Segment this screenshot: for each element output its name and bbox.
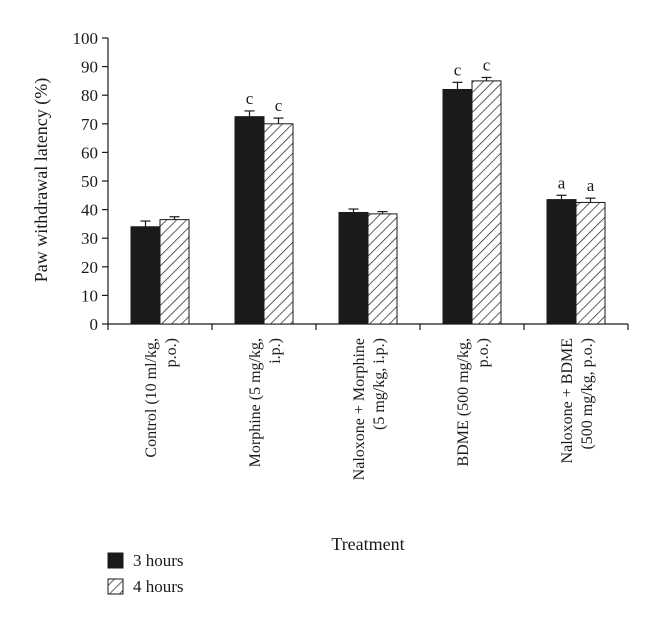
bar-3h xyxy=(234,116,265,325)
category-label-line: p.o.) xyxy=(475,338,492,367)
bar-4h xyxy=(367,213,398,325)
category-labels: Control (10 ml/kg, p.o.) Morphine (5 mg/kg… xyxy=(143,338,596,480)
legend-swatch xyxy=(107,578,124,595)
category-label-line: BDME (500 mg/kg, xyxy=(455,338,472,466)
significance-label: c xyxy=(246,89,254,108)
y-tick-label: 80 xyxy=(81,86,98,105)
bar-4h xyxy=(471,80,502,325)
axes: 0 10 20 30 40 50 60 70 80 90 100 xyxy=(73,29,629,334)
category-label-line: (500 mg/kg, p.o.) xyxy=(579,338,596,450)
legend: 3 hours 4 hours xyxy=(107,551,184,596)
y-tick-label: 50 xyxy=(81,172,98,191)
bar-4h xyxy=(575,201,606,325)
category-label: Morphine (5 mg/kg, i.p.) xyxy=(247,338,284,467)
significance-label: c xyxy=(454,60,462,79)
significance-label: c xyxy=(483,55,491,74)
bar-4h xyxy=(159,219,190,325)
category-label: BDME (500 mg/kg, p.o.) xyxy=(455,338,492,466)
category-label: Naloxone + Morphine (5 mg/kg, i.p.) xyxy=(351,338,388,480)
significance-label: a xyxy=(558,173,566,192)
y-tick-label: 0 xyxy=(90,315,99,334)
y-tick-label: 30 xyxy=(81,229,98,248)
category-label-line: i.p.) xyxy=(267,338,284,364)
category-label: Naloxone + BDME (500 mg/kg, p.o.) xyxy=(559,338,596,463)
category-label-line: (5 mg/kg, i.p.) xyxy=(371,338,388,430)
y-tick-label: 70 xyxy=(81,115,98,134)
bar-3h xyxy=(130,226,161,325)
bars: c c c c a a xyxy=(130,55,606,325)
significance-label: c xyxy=(275,96,283,115)
y-tick-label: 40 xyxy=(81,201,98,220)
category-label-line: Morphine (5 mg/kg, xyxy=(247,338,264,467)
x-axis-title: Treatment xyxy=(331,534,404,554)
category-label-line: Naloxone + Morphine xyxy=(351,338,368,480)
bar-3h xyxy=(338,211,369,325)
legend-label: 3 hours xyxy=(133,551,184,570)
y-tick-label: 20 xyxy=(81,258,98,277)
category-label-line: p.o.) xyxy=(163,338,180,367)
y-tick-label: 10 xyxy=(81,286,98,305)
legend-label: 4 hours xyxy=(133,577,184,596)
y-tick-label: 60 xyxy=(81,143,98,162)
bar-4h xyxy=(263,123,294,325)
y-axis-title: Paw withdrawal latency (%) xyxy=(31,78,52,282)
bar-3h xyxy=(546,199,577,325)
bar-3h xyxy=(442,88,473,325)
y-tick-label: 100 xyxy=(73,29,99,48)
significance-label: a xyxy=(587,176,595,195)
legend-swatch xyxy=(107,552,124,569)
category-label: Control (10 ml/kg, p.o.) xyxy=(143,338,180,458)
category-label-line: Naloxone + BDME xyxy=(559,338,576,463)
category-label-line: Control (10 ml/kg, xyxy=(143,338,160,458)
y-tick-label: 90 xyxy=(81,58,98,77)
